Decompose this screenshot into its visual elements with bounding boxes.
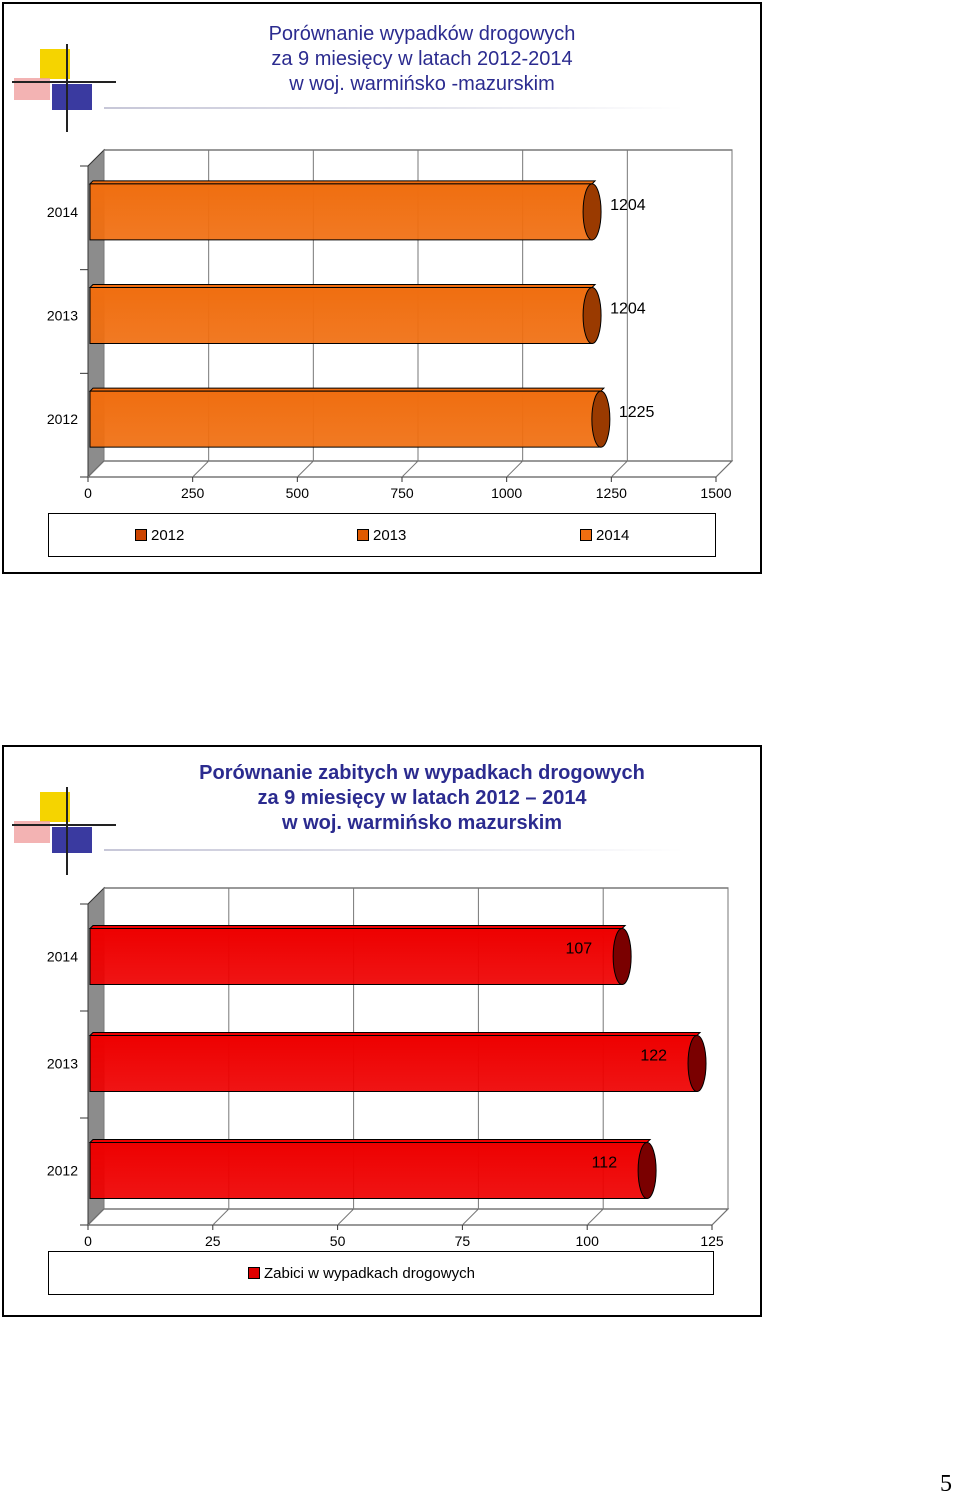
y-tick-label: 2012 <box>47 411 78 427</box>
slide-accidents: Porównanie wypadków drogowych za 9 miesi… <box>2 2 762 574</box>
y-tick-label: 2013 <box>47 308 78 324</box>
title-line-3: w woj. warmińsko -mazurskim <box>289 73 555 95</box>
bar-2014 <box>88 180 602 241</box>
floor-gridline <box>212 1208 230 1226</box>
x-tick-label: 1500 <box>700 485 731 501</box>
bar-body <box>89 928 623 985</box>
legend-swatch <box>248 1267 260 1280</box>
title-line-3: w woj. warmińsko mazurskim <box>281 812 563 834</box>
bar-body <box>89 183 593 241</box>
chart-title: Porównanie zabitych w wypadkach drogowyc… <box>124 761 720 836</box>
bar-2012 <box>88 1139 657 1199</box>
x-tick-label: 1250 <box>596 485 627 501</box>
x-tick-label: 0 <box>84 1233 92 1249</box>
bar-2013 <box>88 1032 707 1092</box>
bar-body <box>89 390 602 448</box>
title-divider <box>104 849 684 851</box>
floor-gridline <box>610 460 628 478</box>
page-number: 5 <box>940 1471 952 1497</box>
data-label: 112 <box>592 1155 618 1172</box>
floor-gridline <box>506 460 524 478</box>
bar-body <box>89 1142 648 1199</box>
bar-end-cap <box>687 1035 707 1092</box>
floor-gridline <box>87 460 105 478</box>
data-label: 122 <box>640 1048 667 1065</box>
title-line-1: Porównanie wypadków drogowych <box>268 23 576 45</box>
data-label: 1204 <box>610 197 646 214</box>
data-label: 107 <box>565 941 592 958</box>
floor-gridline <box>401 460 419 478</box>
y-tick-label: 2012 <box>47 1163 78 1179</box>
floor-gridline <box>711 1208 729 1226</box>
x-tick-label: 750 <box>390 485 414 501</box>
title-line-2: za 9 miesięcy w latach 2012 – 2014 <box>257 787 587 809</box>
slide-fatalities: Porównanie zabitych w wypadkach drogowyc… <box>2 745 762 1317</box>
y-tick-label: 2014 <box>47 949 78 965</box>
floor-gridline <box>296 460 314 478</box>
bar-2013 <box>88 284 602 344</box>
x-tick-label: 50 <box>330 1233 346 1249</box>
floor-gridline <box>715 460 733 478</box>
y-tick-label: 2014 <box>47 204 78 220</box>
x-tick-label: 100 <box>576 1233 600 1249</box>
x-tick-label: 25 <box>205 1233 221 1249</box>
floor-gridline <box>586 1208 604 1226</box>
data-label: 1204 <box>610 301 646 318</box>
decorative-squares-icon <box>12 44 116 132</box>
bar-body <box>89 287 593 344</box>
floor-gridline <box>337 1208 354 1226</box>
legend-swatch <box>135 529 147 542</box>
accidents-bar-chart: 0 250 500 750 1000 1250 1500 2014 1204 2013 1204 20… <box>47 148 734 501</box>
bar-end-cap <box>637 1142 657 1199</box>
legend-swatch <box>580 529 592 542</box>
floor-gridline <box>192 460 210 478</box>
chart-floor <box>86 1208 730 1226</box>
bar-end-cap <box>612 928 632 985</box>
bar-end-cap <box>582 287 602 344</box>
x-tick-label: 75 <box>455 1233 471 1249</box>
legend-item-2014: 2014 <box>580 527 629 545</box>
bar-2012 <box>88 387 611 448</box>
title-line-2: za 9 miesięcy w latach 2012-2014 <box>271 48 573 70</box>
chart-legend: 2012 2013 2014 <box>48 513 716 557</box>
legend-swatch <box>357 529 369 542</box>
bar-end-cap <box>582 183 602 241</box>
floor-gridline <box>87 1208 105 1226</box>
bar-2014 <box>88 925 632 985</box>
bar-end-cap <box>591 390 611 448</box>
y-tick-label: 2013 <box>47 1056 78 1072</box>
x-tick-label: 500 <box>286 485 310 501</box>
chart-legend: Zabici w wypadkach drogowych <box>48 1251 714 1295</box>
legend-item-fatalities: Zabici w wypadkach drogowych <box>248 1265 475 1283</box>
x-tick-label: 125 <box>700 1233 724 1249</box>
decorative-squares-icon <box>12 787 116 875</box>
chart-title: Porównanie wypadków drogowych za 9 miesi… <box>124 22 720 97</box>
legend-item-2013: 2013 <box>357 527 406 545</box>
data-label: 1225 <box>619 404 655 421</box>
bar-body <box>89 1035 698 1092</box>
fatalities-bar-chart: 0 25 50 75 100 125 2014 107 2013 122 2012 112 <box>47 886 730 1249</box>
title-divider <box>104 107 684 109</box>
legend-item-2012: 2012 <box>135 527 184 545</box>
x-tick-label: 1000 <box>491 485 522 501</box>
x-tick-label: 0 <box>84 485 92 501</box>
title-line-1: Porównanie zabitych w wypadkach drogowyc… <box>199 762 645 784</box>
floor-gridline <box>462 1208 479 1226</box>
x-tick-label: 250 <box>181 485 205 501</box>
